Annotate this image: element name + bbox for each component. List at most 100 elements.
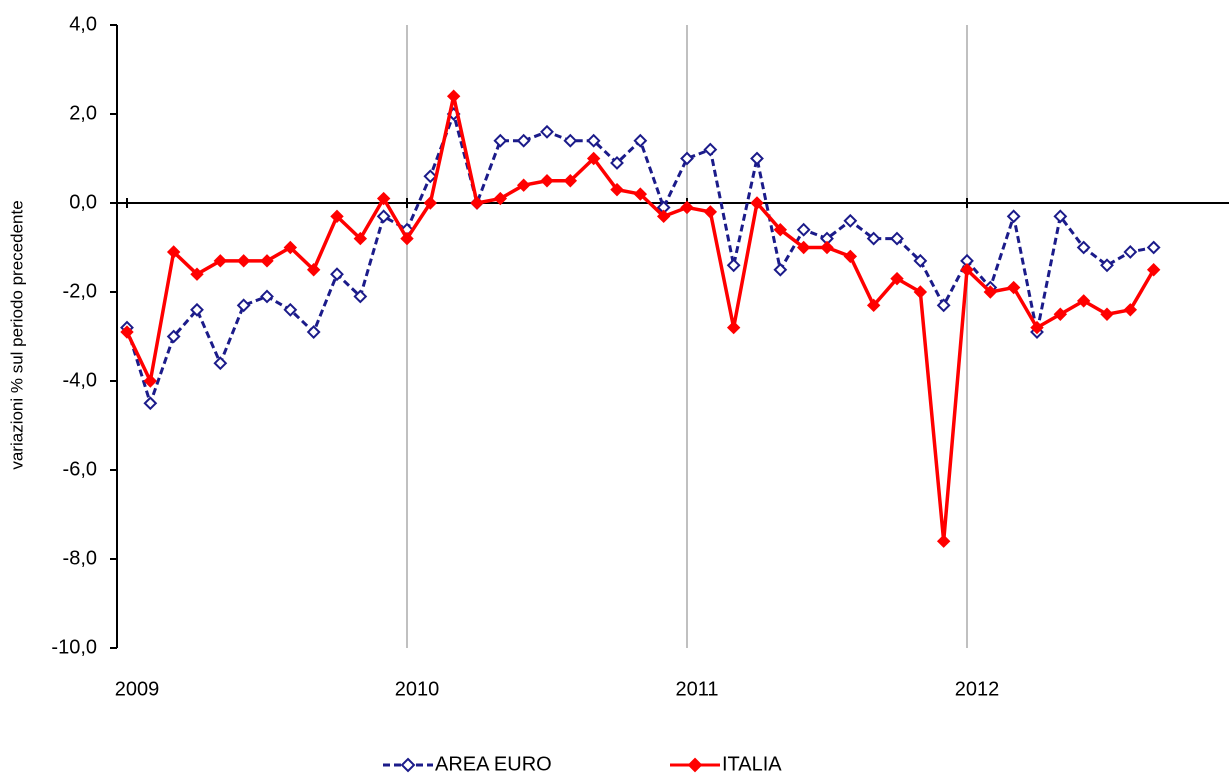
data-point <box>330 267 344 282</box>
data-point <box>586 133 601 148</box>
data-point <box>190 267 204 281</box>
data-point <box>866 231 881 246</box>
data-point <box>330 209 344 224</box>
y-tick-label: 0,0 <box>69 191 97 213</box>
data-point <box>516 133 531 148</box>
y-tick-label: -2,0 <box>63 280 97 302</box>
data-point <box>283 302 298 317</box>
data-point <box>726 258 741 273</box>
data-point <box>680 200 694 215</box>
data-point <box>166 329 181 344</box>
series-line <box>125 112 1154 405</box>
data-point <box>236 298 251 313</box>
data-point <box>1100 307 1114 321</box>
data-point <box>423 169 438 184</box>
x-tick-label: 2011 <box>675 678 718 700</box>
data-point <box>610 182 624 197</box>
data-point <box>680 151 694 166</box>
x-tick-label: 2012 <box>955 678 1000 700</box>
legend-marker <box>687 757 703 773</box>
data-point <box>1006 209 1021 224</box>
data-point <box>1076 240 1091 255</box>
data-point <box>983 285 998 299</box>
data-point <box>750 196 764 210</box>
data-point <box>143 374 158 388</box>
data-point <box>843 249 858 264</box>
data-point <box>1146 240 1161 255</box>
data-point <box>820 240 834 255</box>
data-point <box>703 205 718 219</box>
data-point <box>1053 307 1068 321</box>
data-point <box>866 298 881 313</box>
data-point <box>656 209 671 224</box>
data-point <box>796 222 811 237</box>
data-point <box>166 245 181 259</box>
y-tick-label: -6,0 <box>63 458 97 480</box>
data-point <box>376 191 391 206</box>
data-point <box>213 254 228 268</box>
series-line <box>125 94 1156 543</box>
data-point <box>773 262 788 277</box>
x-tick-label: 2009 <box>115 678 160 700</box>
data-point <box>143 396 158 411</box>
data-point <box>1030 320 1044 335</box>
data-point <box>750 151 764 166</box>
legend-label: ITALIA <box>722 753 782 775</box>
data-point <box>260 289 274 304</box>
y-tick-label: 2,0 <box>69 102 97 124</box>
data-point <box>586 151 601 166</box>
data-point <box>283 240 298 255</box>
data-point <box>1100 258 1114 273</box>
data-point <box>563 133 578 148</box>
y-tick-label: -10,0 <box>51 636 97 658</box>
data-point <box>773 222 788 237</box>
legend-marker <box>400 757 416 773</box>
data-point <box>120 325 134 339</box>
data-point <box>960 263 974 277</box>
data-point <box>446 89 461 103</box>
data-point <box>796 240 811 255</box>
data-point <box>726 320 741 335</box>
data-point <box>1076 294 1091 308</box>
data-point <box>610 156 624 170</box>
data-point <box>1006 280 1021 295</box>
data-point <box>890 271 904 286</box>
data-point <box>1146 263 1161 277</box>
data-point <box>493 191 508 206</box>
data-point <box>563 174 578 188</box>
x-tick-label: 2010 <box>395 678 440 700</box>
data-point <box>353 231 368 246</box>
data-point <box>936 298 951 313</box>
data-point <box>306 263 321 277</box>
data-point <box>213 356 228 371</box>
legend-label: AREA EURO <box>435 753 552 775</box>
data-point <box>936 534 951 548</box>
data-point <box>913 253 928 268</box>
y-tick-label: -4,0 <box>63 369 97 391</box>
y-tick-label: -8,0 <box>63 547 97 569</box>
data-point <box>516 178 531 192</box>
data-point <box>260 254 274 268</box>
data-point <box>236 254 251 268</box>
data-point <box>353 289 368 304</box>
data-point <box>890 231 904 246</box>
data-point <box>703 142 718 157</box>
data-point <box>1123 245 1138 259</box>
data-point <box>423 196 438 210</box>
data-point <box>843 213 858 228</box>
data-point <box>540 174 554 188</box>
data-point <box>376 209 391 224</box>
data-point <box>540 124 554 139</box>
data-point <box>633 187 648 201</box>
data-point <box>190 302 204 317</box>
y-axis-label: variazioni % sul periodo precedente <box>7 200 26 469</box>
data-point <box>306 325 321 339</box>
data-point <box>400 231 414 246</box>
data-point <box>633 133 648 148</box>
data-point <box>1123 303 1138 317</box>
data-point <box>1053 209 1068 224</box>
data-point <box>913 285 928 299</box>
y-tick-label: 4,0 <box>69 13 97 35</box>
data-point <box>470 196 484 210</box>
